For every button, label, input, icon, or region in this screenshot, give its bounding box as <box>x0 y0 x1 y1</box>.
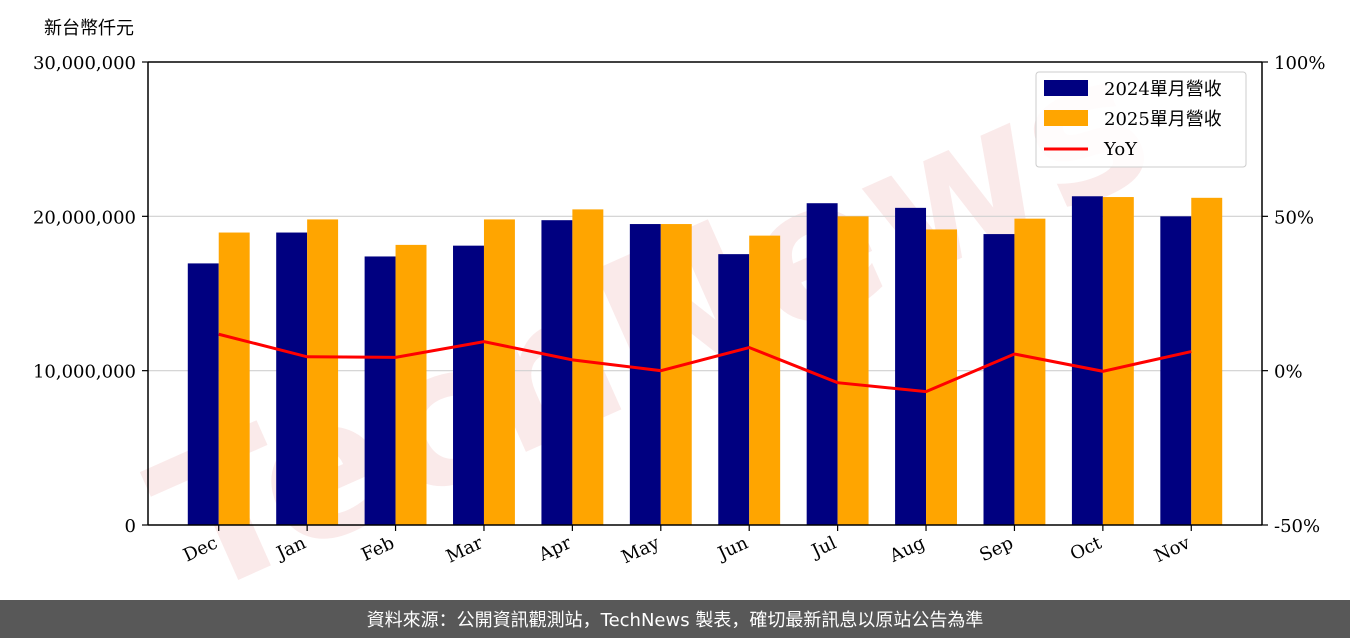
bar-2025-sep <box>1014 218 1046 526</box>
y-axis-unit-label: 新台幣仟元 <box>44 18 134 39</box>
legend-swatch-2025 <box>1044 110 1088 126</box>
yoy-line-layer <box>218 332 1192 394</box>
x-tick-label-apr: Apr <box>535 532 575 566</box>
bar-2025-feb <box>395 244 427 525</box>
bar-2025-jul <box>837 216 869 526</box>
x-tick-label-mar: Mar <box>443 532 486 567</box>
bar-2025-jan <box>307 219 339 526</box>
bar-2025-may <box>660 224 692 526</box>
bar-2024-apr <box>541 220 573 526</box>
y2-tick-label: 0% <box>1274 362 1303 383</box>
y-tick-label: 20,000,000 <box>33 207 136 228</box>
bar-2025-nov <box>1191 197 1223 525</box>
x-tick-label-sep: Sep <box>976 532 1016 566</box>
legend-swatch-2024 <box>1044 80 1088 96</box>
revenue-chart: TechNews 新台幣仟元 010,000,00020,000,00030,0… <box>33 8 1326 600</box>
x-tick-label-aug: Aug <box>886 532 929 567</box>
y-tick-label: 10,000,000 <box>33 362 136 383</box>
legend-label-2025: 2025單月營收 <box>1104 109 1222 130</box>
bar-2024-aug <box>895 207 927 525</box>
bar-2025-mar <box>483 219 515 526</box>
y2-tick-label: 100% <box>1274 53 1325 74</box>
legend-box <box>1035 71 1247 168</box>
legend-label-2024: 2024單月營收 <box>1104 79 1222 100</box>
y2-tick-label: 50% <box>1274 207 1314 228</box>
x-tick-label-may: May <box>618 532 663 568</box>
bar-2024-oct <box>1071 196 1103 525</box>
x-tick-label-oct: Oct <box>1067 532 1106 565</box>
bar-2025-dec <box>218 232 250 525</box>
bar-2024-nov <box>1160 216 1192 526</box>
bar-2024-jul <box>806 203 838 525</box>
bar-2024-jan <box>276 232 308 525</box>
legend: 2024單月營收 2025單月營收 YoY <box>1035 71 1247 168</box>
x-tick-label-jul: Jul <box>807 532 840 562</box>
source-footer: 資料來源：公開資訊觀測站，TechNews 製表，確切最新訊息以原站公告為準 <box>0 600 1350 638</box>
bar-2025-apr <box>572 209 604 525</box>
x-tick-label-jun: Jun <box>713 532 752 565</box>
footer-source-text: 資料來源：公開資訊觀測站，TechNews 製表，確切最新訊息以原站公告為準 <box>366 610 984 631</box>
x-tick-label-nov: Nov <box>1151 532 1194 567</box>
bar-2025-oct <box>1102 197 1134 525</box>
y-tick-label: 30,000,000 <box>33 53 136 74</box>
yoy-line <box>218 332 1192 394</box>
bar-2025-jun <box>749 235 781 525</box>
legend-label-yoy: YoY <box>1103 139 1138 160</box>
bars <box>187 196 1223 526</box>
bar-2025-aug <box>926 229 957 525</box>
bar-2024-may <box>629 224 661 526</box>
bar-2024-sep <box>983 234 1015 525</box>
bar-2024-dec <box>187 263 219 525</box>
bar-2024-jun <box>718 254 750 525</box>
y-tick-label: 0 <box>125 516 136 537</box>
bar-2024-feb <box>364 256 396 525</box>
bar-2024-mar <box>453 245 484 525</box>
y2-tick-label: -50% <box>1274 516 1320 537</box>
